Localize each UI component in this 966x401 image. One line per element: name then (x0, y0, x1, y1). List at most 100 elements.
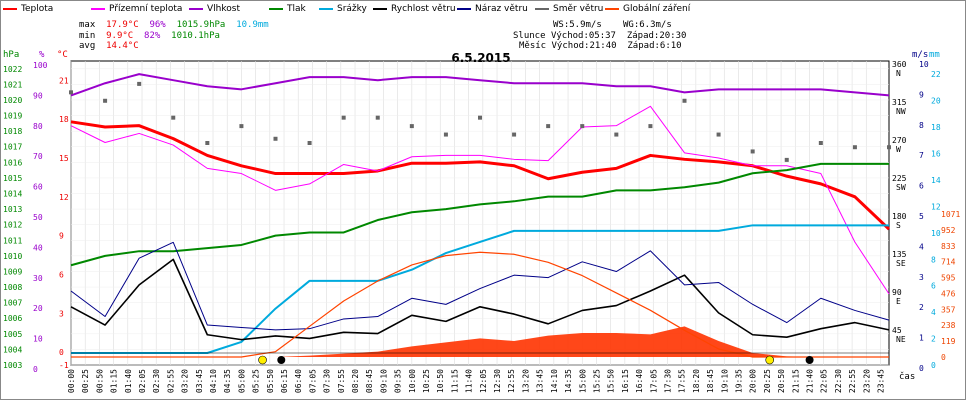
hpa-tick-label: 1021 (3, 80, 22, 89)
hpa-tick-label: 1015 (3, 174, 22, 183)
stats-min: min 9.9°C 82% 1010.1hPa (79, 31, 220, 41)
ms-tick-label: 0 (919, 364, 924, 373)
deg-dir-label: S (896, 221, 901, 230)
x-tick-label: 21:15 (791, 369, 800, 393)
x-tick-label: 15:50 (607, 369, 616, 393)
pct-tick-label: 0 (33, 365, 38, 374)
x-tick-label: 02:55 (166, 369, 175, 393)
stats-avg: avg 14.4°C (79, 41, 139, 51)
x-tick-label: 11:15 (450, 369, 459, 393)
wind-direction-point (103, 98, 108, 103)
x-tick-label: 05:25 (252, 369, 261, 393)
wind-direction-point (580, 124, 585, 129)
wind-direction-point (171, 115, 176, 120)
wind-direction-point (443, 132, 448, 137)
wind-direction-point (478, 115, 482, 120)
moonset-marker (277, 356, 286, 364)
moon-times: Měsíc Východ:21:40 Západ:6:10 (519, 41, 682, 51)
x-tick-label: 17:55 (678, 369, 687, 393)
mm-axis-label: mm (929, 50, 940, 60)
series-radiation-area (71, 326, 889, 357)
ms-tick-label: 6 (919, 182, 924, 191)
x-tick-label: 22:05 (820, 369, 829, 393)
degc-tick-label: 3 (59, 309, 64, 318)
hpa-tick-label: 1013 (3, 205, 22, 214)
x-tick-label: 17:30 (663, 369, 672, 393)
ms-axis-label: m/s (912, 50, 928, 60)
x-tick-label: 17:05 (649, 369, 658, 393)
hpa-tick-label: 1020 (3, 96, 22, 105)
x-tick-label: 15:25 (592, 369, 601, 393)
x-tick-label: 07:05 (308, 369, 317, 393)
x-tick-label: 18:45 (706, 369, 715, 393)
x-tick-label: 14:10 (550, 369, 559, 393)
deg-dir-label: N (896, 69, 901, 78)
wind-direction-point (818, 141, 823, 145)
ms-tick-label: 4 (919, 242, 924, 251)
x-tick-label: 10:00 (408, 369, 417, 393)
x-tick-label: 06:15 (280, 369, 289, 393)
deg-dir-label: SW (896, 183, 906, 192)
mm-tick-label: 14 (931, 176, 941, 185)
legend-item: Globální záření (605, 4, 690, 14)
hpa-tick-label: 1006 (3, 314, 22, 323)
hpa-tick-label: 1017 (3, 143, 22, 152)
mm-tick-label: 2 (931, 335, 936, 344)
degc-tick-label: -1 (59, 361, 69, 370)
x-tick-label: 22:55 (848, 369, 857, 393)
wind-direction-point (409, 124, 414, 129)
x-tick-label: 00:25 (81, 369, 90, 393)
x-tick-label: 07:30 (323, 369, 332, 393)
wind-direction-point (852, 145, 857, 150)
pct-tick-label: 20 (33, 304, 43, 313)
pct-axis-label: % (39, 50, 45, 60)
wind-direction-point (69, 90, 73, 95)
x-tick-label: 12:05 (479, 369, 488, 393)
x-tick-label: 13:20 (521, 369, 530, 393)
x-tick-label: 00:00 (67, 369, 76, 393)
legend-item: Přízemní teplota (91, 4, 182, 14)
series-line (70, 258, 890, 341)
x-tick-label: 02:05 (138, 369, 147, 393)
x-axis-label: čas (899, 371, 915, 382)
deg-dir-label: E (896, 297, 901, 306)
legend-item: Rychlost větru (373, 4, 456, 14)
x-tick-label: 20:00 (749, 369, 758, 393)
wind-direction-point (784, 157, 789, 162)
x-tick-label: 20:50 (777, 369, 786, 393)
wind-direction-point (307, 141, 312, 145)
deg-tick-label: 225 (892, 174, 907, 183)
wm2-tick-label: 952 (941, 226, 956, 235)
degc-tick-label: 21 (59, 76, 69, 85)
x-tick-label: 11:40 (465, 369, 474, 393)
x-tick-label: 07:55 (337, 369, 346, 393)
wind-direction-point (341, 115, 346, 120)
mm-tick-label: 12 (931, 202, 941, 211)
x-tick-label: 20:25 (763, 369, 772, 393)
x-tick-label: 21:40 (805, 369, 814, 393)
sunrise-marker (258, 355, 267, 365)
x-tick-label: 22:30 (834, 369, 843, 393)
deg-tick-label: 90 (892, 288, 902, 297)
hpa-tick-label: 1011 (3, 236, 22, 245)
ms-tick-label: 3 (919, 273, 924, 282)
x-tick-label: 10:50 (436, 369, 445, 393)
x-tick-label: 02:30 (152, 369, 161, 393)
degc-tick-label: 18 (59, 115, 69, 124)
pct-tick-label: 60 (33, 183, 43, 192)
legend-item: Teplota (3, 4, 53, 14)
pct-tick-label: 70 (33, 152, 43, 161)
wind-direction-point (648, 124, 653, 129)
pct-tick-label: 90 (33, 91, 43, 100)
legend-item: Směr větru (535, 4, 603, 14)
legend-item: Vlhkost (189, 4, 240, 14)
wind-direction-point (750, 149, 755, 154)
series-line (70, 162, 889, 267)
x-tick-label: 12:30 (493, 369, 502, 393)
x-tick-label: 12:55 (507, 369, 516, 393)
ms-tick-label: 2 (919, 303, 924, 312)
degc-tick-label: 12 (59, 193, 69, 202)
deg-tick-label: 135 (892, 250, 907, 259)
x-tick-label: 15:00 (578, 369, 587, 393)
